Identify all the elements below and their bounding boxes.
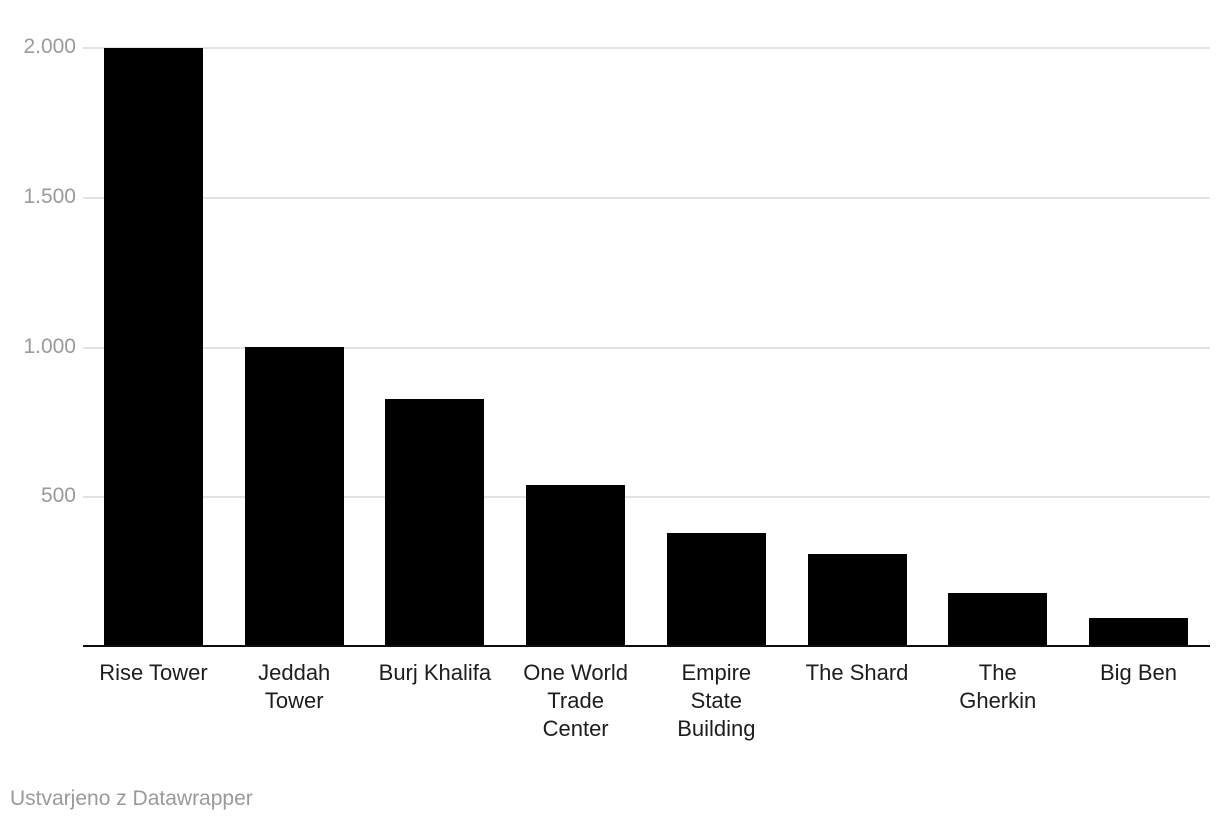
category-label: Rise Tower	[99, 660, 208, 685]
category-label: Big Ben	[1099, 660, 1177, 685]
attribution-link[interactable]: Ustvarjeno z Datawrapper	[10, 787, 253, 810]
category-label: One World Trade Center	[523, 660, 628, 741]
y-axis-tick-label: 1.500	[23, 184, 76, 208]
bar	[244, 347, 344, 647]
bar	[1088, 618, 1188, 647]
category-label: Burj Khalifa	[378, 660, 492, 685]
x-axis-baseline	[83, 645, 1210, 647]
category-label: Empire State Building	[677, 660, 756, 741]
y-gridline	[83, 496, 1210, 499]
y-axis-tick-label: 500	[40, 484, 76, 508]
bar	[526, 485, 626, 647]
bar	[807, 554, 907, 647]
bar	[104, 48, 203, 647]
y-gridline	[83, 196, 1210, 199]
y-axis-tick-label: 1.000	[23, 334, 76, 358]
y-axis-tick-label: 2.000	[23, 35, 76, 58]
category-label: Jeddah Tower	[258, 660, 331, 713]
bar	[666, 533, 766, 647]
y-gridline	[83, 47, 1210, 49]
bar	[385, 399, 485, 647]
category-label: The Gherkin	[959, 660, 1037, 713]
category-label: The Shard	[805, 660, 909, 685]
bar	[948, 593, 1048, 647]
y-gridline	[83, 346, 1210, 349]
